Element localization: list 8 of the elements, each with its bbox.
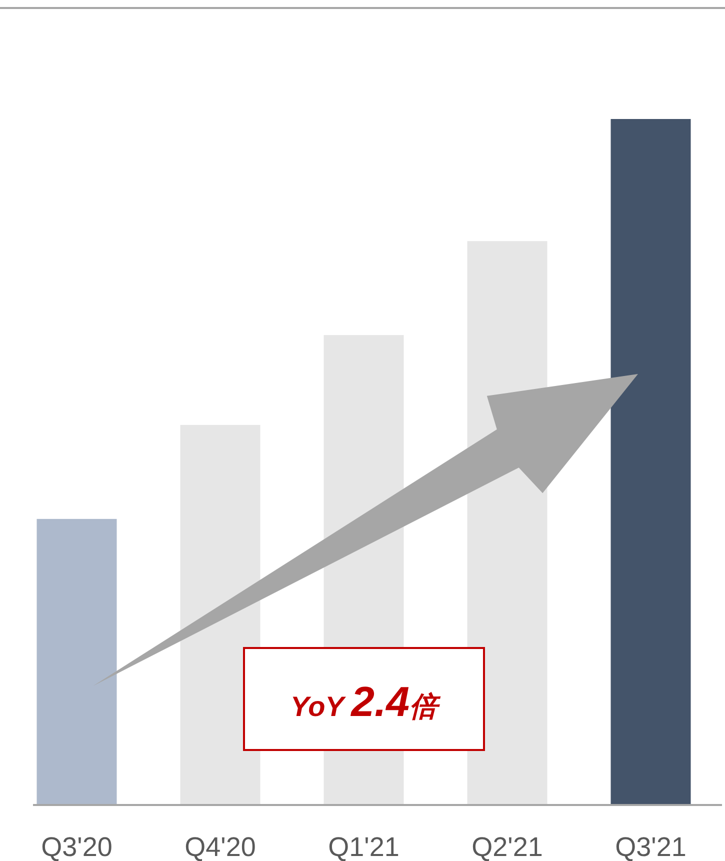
- x-tick-label: Q4'20: [184, 832, 256, 861]
- x-tick-label: Q3'21: [615, 832, 686, 861]
- annotation: YoY 2.4倍: [290, 678, 442, 725]
- x-tick-label: Q3'20: [41, 832, 112, 861]
- x-tick-label: Q2'21: [472, 832, 543, 861]
- bar: [36, 518, 117, 805]
- bar: [610, 119, 691, 805]
- x-tick-label: Q1'21: [328, 832, 400, 861]
